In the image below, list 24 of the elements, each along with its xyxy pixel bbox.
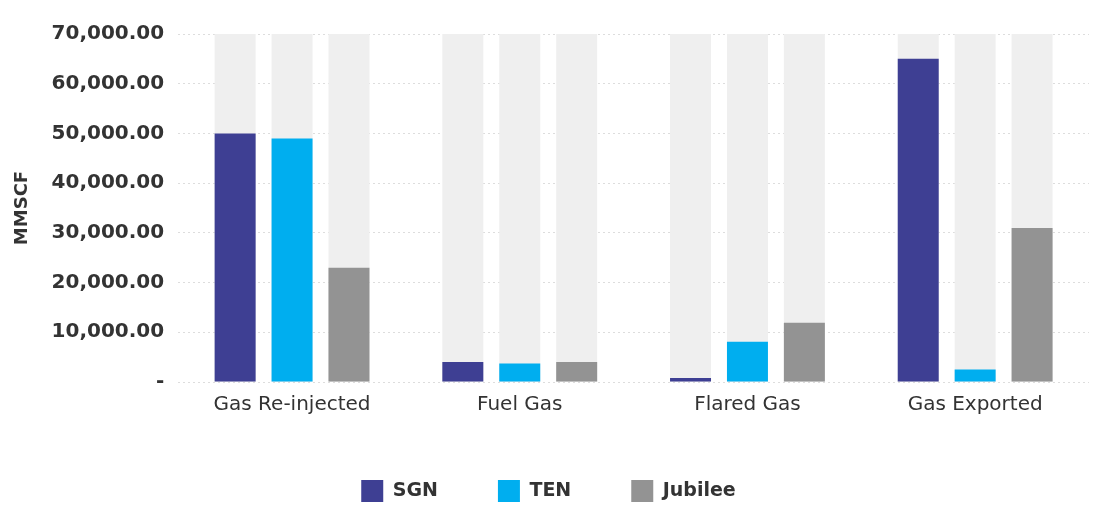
y-tick-label: 40,000.00 [51, 169, 165, 194]
y-tick-label: 50,000.00 [51, 119, 165, 144]
legend-label: TEN [529, 477, 572, 500]
bar [328, 267, 370, 382]
x-tick-label: Gas Re-injected [213, 391, 371, 416]
bar [556, 362, 598, 382]
bar [783, 322, 825, 382]
bar [499, 363, 541, 382]
y-tick-label: 30,000.00 [51, 219, 165, 244]
bar [726, 341, 768, 382]
y-tick-label: - [155, 368, 165, 393]
bar [954, 369, 996, 382]
bar [670, 378, 712, 382]
y-tick-label: 70,000.00 [51, 20, 165, 45]
x-tick-label: Flared Gas [694, 391, 801, 416]
y-axis-title: MMSCF [10, 170, 32, 246]
y-tick-label: 20,000.00 [51, 268, 165, 293]
y-tick-label: 60,000.00 [51, 69, 165, 94]
legend-label: SGN [392, 477, 438, 500]
legend-label: Jubilee [660, 477, 736, 500]
bar [442, 362, 484, 382]
x-tick-label: Gas Exported [907, 391, 1043, 416]
y-tick-label: 10,000.00 [51, 318, 165, 343]
x-tick-label: Fuel Gas [477, 391, 563, 416]
